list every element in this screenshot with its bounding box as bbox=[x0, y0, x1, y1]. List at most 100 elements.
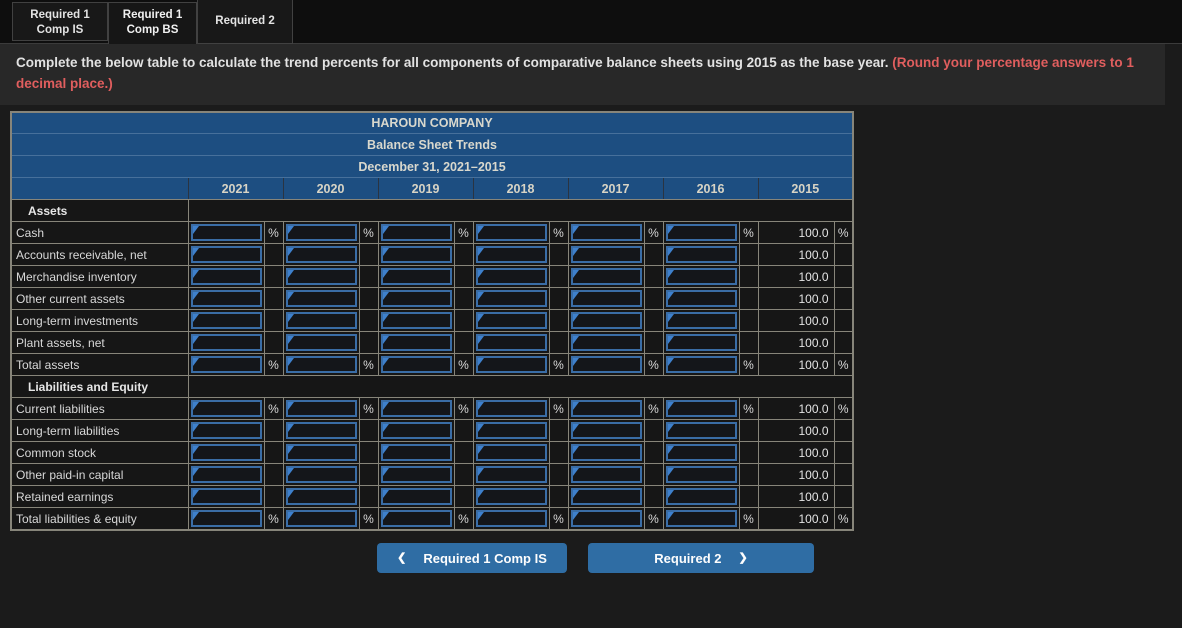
trend-input-2018-merchandise-inventory[interactable] bbox=[477, 271, 545, 285]
trend-input-2019-cash[interactable] bbox=[382, 227, 450, 241]
trend-input-2016-accounts-receivable-net[interactable] bbox=[667, 249, 735, 263]
trend-input-2016-common-stock[interactable] bbox=[667, 447, 735, 461]
trend-input-2019-plant-assets-net[interactable] bbox=[382, 337, 450, 351]
trend-input-2017-retained-earnings[interactable] bbox=[572, 491, 640, 505]
trend-input-2017-common-stock[interactable] bbox=[572, 447, 640, 461]
trend-input-2016-plant-assets-net[interactable] bbox=[667, 337, 735, 351]
answer-marker-icon bbox=[287, 292, 294, 301]
trend-input-2019-total-assets[interactable] bbox=[382, 359, 450, 373]
trend-input-2020-accounts-receivable-net[interactable] bbox=[287, 249, 355, 263]
input-cell bbox=[187, 397, 265, 421]
trend-input-2017-long-term-investments[interactable] bbox=[572, 315, 640, 329]
input-cell bbox=[282, 397, 360, 421]
tab-required-2[interactable]: Required 2 bbox=[197, 0, 293, 44]
trend-input-2019-merchandise-inventory[interactable] bbox=[382, 271, 450, 285]
trend-input-2018-current-liabilities[interactable] bbox=[477, 403, 545, 417]
trend-input-2018-long-term-investments[interactable] bbox=[477, 315, 545, 329]
trend-input-2017-total-liabilities-equity[interactable] bbox=[572, 513, 640, 527]
next-step-button[interactable]: Required 2 ❯ bbox=[588, 543, 814, 574]
input-cell bbox=[187, 265, 265, 289]
trend-input-2020-retained-earnings[interactable] bbox=[287, 491, 355, 505]
trend-input-2017-cash[interactable] bbox=[572, 227, 640, 241]
answer-marker-icon bbox=[477, 314, 484, 323]
percent-label: % bbox=[358, 507, 379, 531]
trend-input-2020-other-current-assets[interactable] bbox=[287, 293, 355, 307]
trend-input-2019-other-paid-in-capital[interactable] bbox=[382, 469, 450, 483]
trend-input-2021-common-stock[interactable] bbox=[192, 447, 260, 461]
trend-input-2016-other-paid-in-capital[interactable] bbox=[667, 469, 735, 483]
trend-input-2019-common-stock[interactable] bbox=[382, 447, 450, 461]
trend-input-2018-cash[interactable] bbox=[477, 227, 545, 241]
trend-input-2016-merchandise-inventory[interactable] bbox=[667, 271, 735, 285]
trend-input-2021-accounts-receivable-net[interactable] bbox=[192, 249, 260, 263]
answer-marker-icon bbox=[192, 446, 199, 455]
trend-input-2021-total-liabilities-equity[interactable] bbox=[192, 513, 260, 527]
trend-input-2019-other-current-assets[interactable] bbox=[382, 293, 450, 307]
trend-input-2016-long-term-investments[interactable] bbox=[667, 315, 735, 329]
trend-input-2020-current-liabilities[interactable] bbox=[287, 403, 355, 417]
trend-input-2021-other-current-assets[interactable] bbox=[192, 293, 260, 307]
trend-input-2016-cash[interactable] bbox=[667, 227, 735, 241]
percent-label: % bbox=[263, 353, 284, 377]
trend-input-2019-current-liabilities[interactable] bbox=[382, 403, 450, 417]
trend-input-2020-long-term-investments[interactable] bbox=[287, 315, 355, 329]
trend-input-2021-retained-earnings[interactable] bbox=[192, 491, 260, 505]
trend-input-2017-long-term-liabilities[interactable] bbox=[572, 425, 640, 439]
answer-marker-icon bbox=[192, 402, 199, 411]
trend-input-2021-cash[interactable] bbox=[192, 227, 260, 241]
input-cell bbox=[567, 243, 645, 267]
trend-input-2019-long-term-liabilities[interactable] bbox=[382, 425, 450, 439]
percent-label bbox=[358, 419, 379, 443]
trend-input-2016-total-liabilities-equity[interactable] bbox=[667, 513, 735, 527]
trend-input-2018-plant-assets-net[interactable] bbox=[477, 337, 545, 351]
report-period: December 31, 2021–2015 bbox=[10, 155, 854, 179]
trend-input-2017-current-liabilities[interactable] bbox=[572, 403, 640, 417]
trend-input-2017-plant-assets-net[interactable] bbox=[572, 337, 640, 351]
trend-input-2016-retained-earnings[interactable] bbox=[667, 491, 735, 505]
trend-input-2019-long-term-investments[interactable] bbox=[382, 315, 450, 329]
trend-input-2021-other-paid-in-capital[interactable] bbox=[192, 469, 260, 483]
trend-input-2016-total-assets[interactable] bbox=[667, 359, 735, 373]
trend-input-2020-other-paid-in-capital[interactable] bbox=[287, 469, 355, 483]
trend-input-2017-merchandise-inventory[interactable] bbox=[572, 271, 640, 285]
trend-input-2019-accounts-receivable-net[interactable] bbox=[382, 249, 450, 263]
trend-input-2021-long-term-investments[interactable] bbox=[192, 315, 260, 329]
trend-input-2020-total-liabilities-equity[interactable] bbox=[287, 513, 355, 527]
trend-input-2021-total-assets[interactable] bbox=[192, 359, 260, 373]
tab-required-1-comp-is[interactable]: Required 1 Comp IS bbox=[12, 2, 108, 41]
trend-input-2021-current-liabilities[interactable] bbox=[192, 403, 260, 417]
trend-input-2018-other-current-assets[interactable] bbox=[477, 293, 545, 307]
trend-input-2021-merchandise-inventory[interactable] bbox=[192, 271, 260, 285]
trend-input-2016-long-term-liabilities[interactable] bbox=[667, 425, 735, 439]
trend-input-2021-plant-assets-net[interactable] bbox=[192, 337, 260, 351]
trend-input-2021-long-term-liabilities[interactable] bbox=[192, 425, 260, 439]
input-cell bbox=[567, 221, 645, 245]
trend-input-2018-retained-earnings[interactable] bbox=[477, 491, 545, 505]
trend-input-2020-long-term-liabilities[interactable] bbox=[287, 425, 355, 439]
trend-input-2018-accounts-receivable-net[interactable] bbox=[477, 249, 545, 263]
trend-input-2016-other-current-assets[interactable] bbox=[667, 293, 735, 307]
trend-input-2018-other-paid-in-capital[interactable] bbox=[477, 469, 545, 483]
input-cell bbox=[377, 221, 455, 245]
trend-input-2020-common-stock[interactable] bbox=[287, 447, 355, 461]
trend-input-2020-merchandise-inventory[interactable] bbox=[287, 271, 355, 285]
prev-step-button[interactable]: ❮ Required 1 Comp IS bbox=[377, 543, 567, 574]
trend-input-2016-current-liabilities[interactable] bbox=[667, 403, 735, 417]
trend-input-2018-total-assets[interactable] bbox=[477, 359, 545, 373]
trend-input-2020-plant-assets-net[interactable] bbox=[287, 337, 355, 351]
trend-input-2017-other-paid-in-capital[interactable] bbox=[572, 469, 640, 483]
trend-input-2018-common-stock[interactable] bbox=[477, 447, 545, 461]
trend-input-2020-cash[interactable] bbox=[287, 227, 355, 241]
trend-input-2017-accounts-receivable-net[interactable] bbox=[572, 249, 640, 263]
tab-required-1-comp-bs[interactable]: Required 1 Comp BS bbox=[108, 2, 197, 44]
percent-label bbox=[453, 485, 474, 509]
trend-input-2018-total-liabilities-equity[interactable] bbox=[477, 513, 545, 527]
trend-input-2018-long-term-liabilities[interactable] bbox=[477, 425, 545, 439]
input-cell bbox=[377, 309, 455, 333]
trend-input-2017-other-current-assets[interactable] bbox=[572, 293, 640, 307]
trend-input-2019-total-liabilities-equity[interactable] bbox=[382, 513, 450, 527]
trend-input-2020-total-assets[interactable] bbox=[287, 359, 355, 373]
trend-input-2017-total-assets[interactable] bbox=[572, 359, 640, 373]
trend-input-2019-retained-earnings[interactable] bbox=[382, 491, 450, 505]
percent-label bbox=[833, 265, 854, 289]
